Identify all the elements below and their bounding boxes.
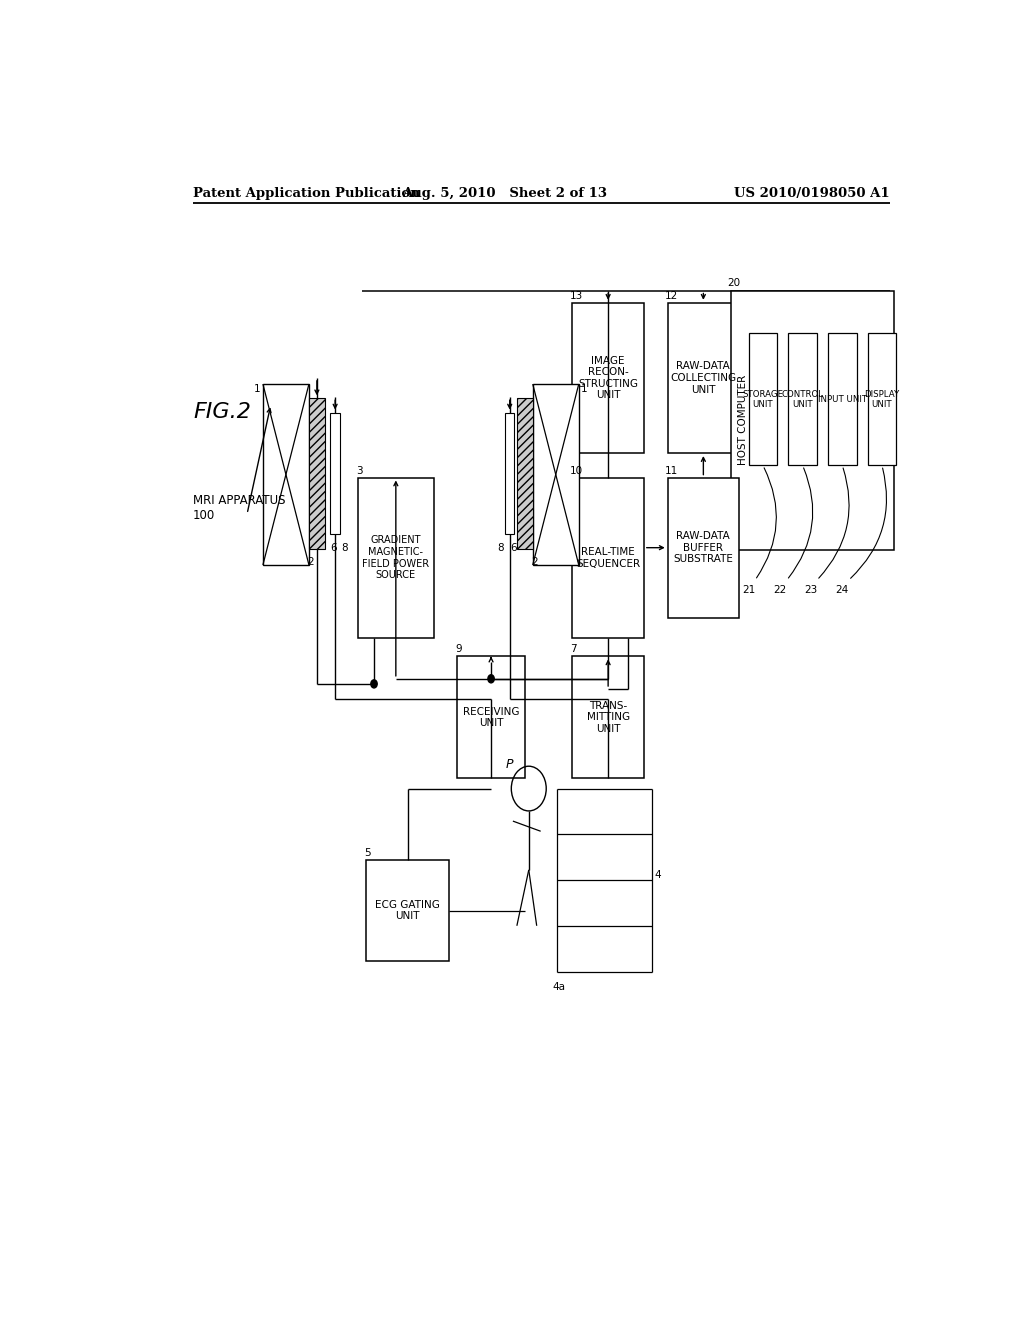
Bar xyxy=(532,384,579,565)
Text: 22: 22 xyxy=(774,586,787,595)
Text: ECG GATING
UNIT: ECG GATING UNIT xyxy=(376,900,440,921)
Text: RECEIVING
UNIT: RECEIVING UNIT xyxy=(463,706,519,729)
Bar xyxy=(668,302,739,453)
Text: FIG.2: FIG.2 xyxy=(194,403,251,422)
Text: 2: 2 xyxy=(531,557,538,568)
Text: STORAGE
UNIT: STORAGE UNIT xyxy=(742,389,783,409)
Bar xyxy=(731,290,894,549)
Text: 23: 23 xyxy=(804,586,817,595)
Text: Patent Application Publication: Patent Application Publication xyxy=(194,187,420,199)
Bar xyxy=(572,302,644,453)
Bar xyxy=(788,333,817,466)
Bar xyxy=(572,656,644,779)
Bar xyxy=(358,478,433,638)
Bar xyxy=(749,333,777,466)
Bar xyxy=(517,399,532,549)
Text: 1: 1 xyxy=(253,384,260,395)
Text: 6: 6 xyxy=(511,543,517,553)
Text: 4: 4 xyxy=(654,870,660,880)
Text: 8: 8 xyxy=(341,543,348,553)
Text: 6: 6 xyxy=(331,543,337,553)
Circle shape xyxy=(487,675,495,682)
Text: 21: 21 xyxy=(742,586,756,595)
Text: RAW-DATA
COLLECTING
UNIT: RAW-DATA COLLECTING UNIT xyxy=(671,362,736,395)
Text: 7: 7 xyxy=(570,644,577,655)
Text: 9: 9 xyxy=(455,644,462,655)
Text: REAL-TIME
SEQUENCER: REAL-TIME SEQUENCER xyxy=(577,546,640,569)
Bar xyxy=(458,656,524,779)
Text: 13: 13 xyxy=(570,290,584,301)
Bar xyxy=(505,413,514,535)
Text: 1: 1 xyxy=(582,384,588,395)
Text: INPUT UNIT: INPUT UNIT xyxy=(818,395,866,404)
Bar xyxy=(331,413,340,535)
Text: 3: 3 xyxy=(355,466,362,475)
Text: IMAGE
RECON-
STRUCTING
UNIT: IMAGE RECON- STRUCTING UNIT xyxy=(579,355,638,400)
Bar xyxy=(309,399,325,549)
Text: P: P xyxy=(505,758,513,771)
Text: 24: 24 xyxy=(836,586,849,595)
Bar xyxy=(572,478,644,638)
Bar xyxy=(668,478,739,618)
Text: MRI APPARATUS
100: MRI APPARATUS 100 xyxy=(194,494,286,521)
Text: 8: 8 xyxy=(497,543,504,553)
Bar xyxy=(367,859,450,961)
Circle shape xyxy=(371,680,377,688)
Bar xyxy=(867,333,896,466)
Text: CONTROL
UNIT: CONTROL UNIT xyxy=(781,389,823,409)
Text: 4a: 4a xyxy=(553,982,565,991)
Text: 2: 2 xyxy=(307,557,314,568)
Text: 5: 5 xyxy=(364,847,371,858)
Bar xyxy=(263,384,309,565)
Text: 10: 10 xyxy=(570,466,583,475)
Bar xyxy=(828,333,856,466)
Text: 11: 11 xyxy=(666,466,679,475)
Text: DISPLAY
UNIT: DISPLAY UNIT xyxy=(864,389,899,409)
Text: 20: 20 xyxy=(727,279,740,289)
Text: RAW-DATA
BUFFER
SUBSTRATE: RAW-DATA BUFFER SUBSTRATE xyxy=(674,531,733,564)
Text: GRADIENT
MAGNETIC-
FIELD POWER
SOURCE: GRADIENT MAGNETIC- FIELD POWER SOURCE xyxy=(362,536,429,581)
Text: 12: 12 xyxy=(666,290,679,301)
Text: US 2010/0198050 A1: US 2010/0198050 A1 xyxy=(734,187,890,199)
Text: HOST COMPUTER: HOST COMPUTER xyxy=(738,375,749,465)
Text: TRANS-
MITTING
UNIT: TRANS- MITTING UNIT xyxy=(587,701,630,734)
Text: Aug. 5, 2010   Sheet 2 of 13: Aug. 5, 2010 Sheet 2 of 13 xyxy=(402,187,607,199)
